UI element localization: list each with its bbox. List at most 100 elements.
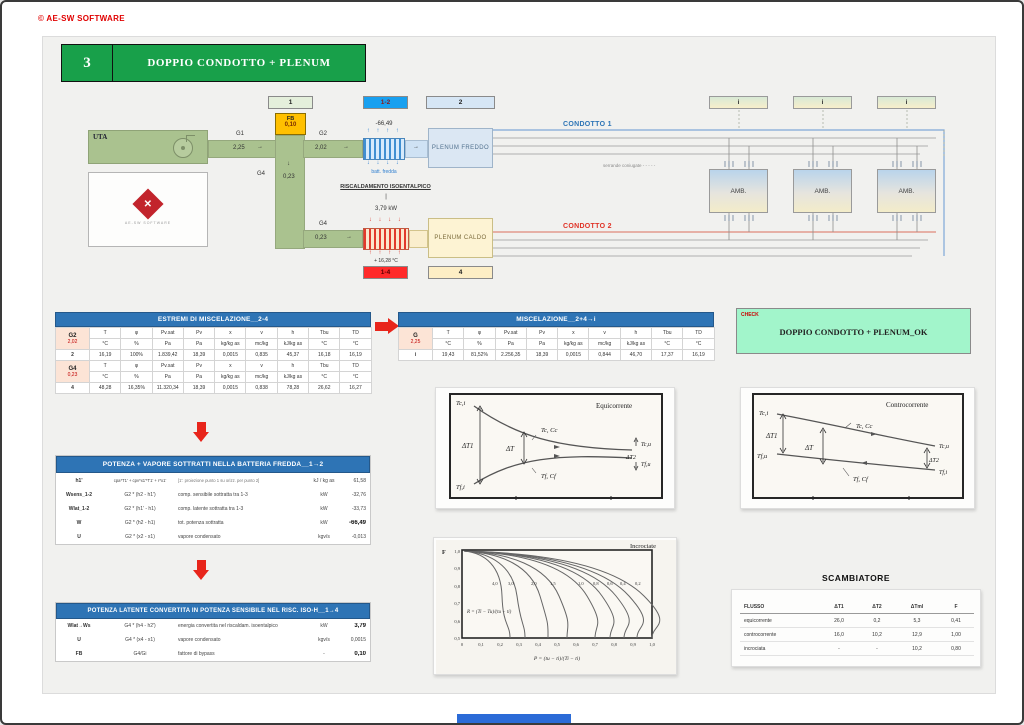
value-cell[interactable]: 1.839,42 xyxy=(151,349,184,361)
value-cell[interactable]: 0,0015 xyxy=(214,382,247,394)
value-cell[interactable]: 0,838 xyxy=(245,382,278,394)
y-tick: 0,9 xyxy=(454,566,460,572)
value-cell[interactable]: 0,2 xyxy=(858,613,896,628)
value-cell[interactable]: 12,9 xyxy=(896,627,938,642)
value-cell[interactable]: 0,41 xyxy=(938,613,974,628)
value-cell[interactable]: -0,013 xyxy=(351,534,366,540)
value-cell[interactable]: -66,49 xyxy=(348,520,366,526)
miscelazione-g-cell[interactable]: G 2,25 xyxy=(398,327,433,350)
value-cell[interactable]: 1,00 xyxy=(938,627,974,642)
unit-cell: kJ / kg as xyxy=(313,477,335,484)
formula-cell[interactable]: cpa*T1' + cpv*x1'*T1' + r*x1' xyxy=(113,478,167,483)
value-cell[interactable]: 61,58 xyxy=(353,477,366,484)
label-hot-curve: Tc, Cc xyxy=(856,423,872,430)
table-row: Wsens_1-2 G2 * (h2 - h1') comp. sensibil… xyxy=(56,488,370,502)
value-cell[interactable]: 18,39 xyxy=(525,349,559,361)
value-cell[interactable]: - xyxy=(858,641,896,656)
col-header: Pv xyxy=(182,360,216,372)
value-cell[interactable]: -32,76 xyxy=(351,492,366,498)
value-cell[interactable]: 10,2 xyxy=(896,641,938,656)
g2-flow-arrow: → xyxy=(343,144,349,150)
formula-cell[interactable]: G2 * (h1' - h1) xyxy=(124,506,156,512)
table-row: equicorrente 26,0 0,2 5,3 0,41 xyxy=(740,613,974,628)
zone-i-badge-3[interactable]: i xyxy=(877,96,936,109)
symbol-cell[interactable]: Wsens_1-2 xyxy=(65,492,93,498)
row-label[interactable]: 4 xyxy=(55,382,90,394)
amb-room-1: AMB. xyxy=(709,169,768,213)
label-cold-curve: Tf, Cf xyxy=(853,476,869,483)
value-cell[interactable]: 16,19 xyxy=(88,349,122,361)
formula-cell[interactable]: G2 * (h2 - h1) xyxy=(124,520,156,526)
label-dt2: ΔT2 xyxy=(928,458,939,464)
symbol-cell[interactable]: U xyxy=(77,534,81,540)
flusso-cell[interactable]: incrociata xyxy=(740,641,820,656)
value-cell[interactable]: 46,70 xyxy=(619,349,653,361)
symbol-cell[interactable]: W xyxy=(76,520,82,526)
value-cell[interactable]: 16,18 xyxy=(308,349,341,361)
node-1-2-badge[interactable]: 1-2 xyxy=(363,96,408,109)
formula-cell[interactable]: G4 * (h4 - h2') xyxy=(124,623,156,629)
node-1-4-badge[interactable]: 1-4 xyxy=(363,266,408,279)
symbol-cell[interactable]: U xyxy=(77,637,81,643)
value-cell[interactable]: 3,79 xyxy=(354,623,366,629)
symbol-cell[interactable]: Wlat_1-2 xyxy=(68,506,90,512)
value-cell[interactable]: 11.320,34 xyxy=(151,382,184,394)
value-cell[interactable]: 10,2 xyxy=(858,627,896,642)
value-cell[interactable]: 18,39 xyxy=(182,349,216,361)
estremi-g2-cell[interactable]: G2 2,02 xyxy=(55,327,90,350)
value-cell[interactable]: 0,844 xyxy=(588,349,621,361)
zone-i-badge-1[interactable]: i xyxy=(709,96,768,109)
value-cell[interactable]: 26,62 xyxy=(308,382,341,394)
formula-cell[interactable]: G4 * (x4 - x1) xyxy=(125,637,155,643)
value-cell[interactable]: 0,10 xyxy=(354,651,366,657)
value-cell[interactable]: 16,0 xyxy=(820,627,858,642)
value-cell[interactable]: 5,3 xyxy=(896,613,938,628)
zone-i-badge-2[interactable]: i xyxy=(793,96,852,109)
uta-label: UTA xyxy=(93,133,108,141)
col-header: FLUSSO xyxy=(740,600,820,614)
value-cell[interactable]: 0,0015 xyxy=(214,349,247,361)
value-cell[interactable]: 48,28 xyxy=(88,382,122,394)
flusso-cell[interactable]: equicorrente xyxy=(740,613,820,628)
amb-room-3: AMB. xyxy=(877,169,936,213)
estremi-g4-cell[interactable]: G4 0,23 xyxy=(55,360,90,383)
value-cell[interactable]: 0,80 xyxy=(938,641,974,656)
value-cell[interactable]: 16,19 xyxy=(682,349,715,361)
value-cell[interactable]: 100% xyxy=(120,349,153,361)
value-cell[interactable]: - xyxy=(820,641,858,656)
value-cell[interactable]: 16,27 xyxy=(339,382,372,394)
node-2-badge[interactable]: 2 xyxy=(426,96,495,109)
flusso-cell[interactable]: controcorrente xyxy=(740,627,820,642)
value-cell[interactable]: 18,39 xyxy=(182,382,216,394)
value-cell[interactable]: 17,37 xyxy=(651,349,684,361)
symbol-cell[interactable]: h1' xyxy=(75,477,83,484)
value-cell[interactable]: 0,0015 xyxy=(350,637,366,643)
node-1-badge[interactable]: 1 xyxy=(268,96,313,109)
formula-cell[interactable]: G4/Gi xyxy=(133,651,147,657)
value-cell[interactable]: -33,73 xyxy=(351,506,366,512)
value-cell[interactable]: 78,28 xyxy=(276,382,310,394)
row-label[interactable]: i xyxy=(398,349,433,361)
value-cell[interactable]: 81,52% xyxy=(463,349,496,361)
value-cell[interactable]: 2.256,35 xyxy=(494,349,527,361)
row-label[interactable]: 2 xyxy=(55,349,90,361)
formula-cell[interactable]: G2 * (x2 - x1) xyxy=(125,534,155,540)
node-4-badge[interactable]: 4 xyxy=(428,266,493,279)
unit-cell: °C xyxy=(431,338,465,350)
value-cell[interactable]: 16,19 xyxy=(339,349,372,361)
symbol-cell[interactable]: FB xyxy=(75,651,83,657)
value-cell[interactable]: 0,835 xyxy=(245,349,278,361)
formula-cell[interactable]: G2 * (h2 - h1') xyxy=(124,492,156,498)
equicorrente-figure: Equicorrente Tc,i Tf,i ΔT1 ΔT ΔT2 Tc, Cc… xyxy=(435,387,675,509)
value-cell[interactable]: 0,0015 xyxy=(557,349,590,361)
zone-i-label: i xyxy=(821,99,824,106)
value-cell[interactable]: 16,35% xyxy=(120,382,153,394)
y-tick: 0,6 xyxy=(454,619,460,625)
value-cell[interactable]: 45,37 xyxy=(276,349,310,361)
symbol-cell[interactable]: Wlat→Ws xyxy=(67,623,91,629)
value-cell[interactable]: 19,43 xyxy=(431,349,465,361)
value-cell[interactable]: 26,0 xyxy=(820,613,858,628)
fb-bypass-box[interactable]: FB 0,10 xyxy=(275,113,306,135)
x-tick: 0,3 xyxy=(516,642,522,648)
g2-label: G2 xyxy=(319,131,328,137)
